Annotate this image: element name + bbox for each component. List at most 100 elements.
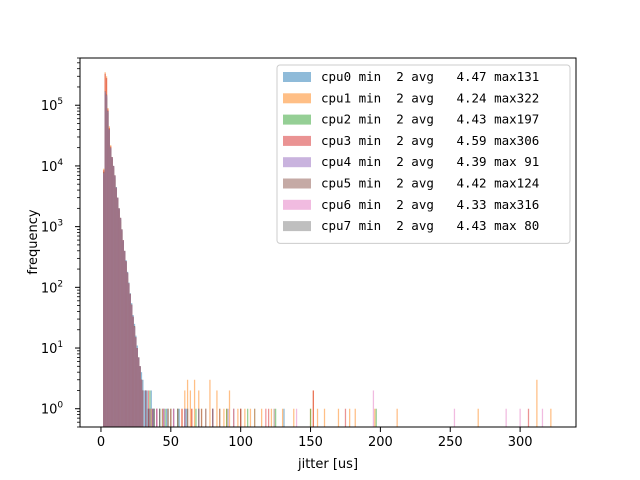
bar (527, 408, 530, 427)
bar (145, 390, 147, 427)
bar (536, 379, 538, 427)
series-cpu7 (103, 91, 214, 428)
bar (139, 366, 141, 427)
bar (354, 408, 356, 427)
bar (133, 326, 136, 427)
x-tick-label: 250 (438, 435, 463, 450)
bar (128, 283, 130, 427)
bar (184, 390, 186, 427)
bar (111, 157, 113, 427)
bar (283, 408, 285, 427)
legend-swatch (283, 221, 311, 232)
x-tick-label: 100 (228, 435, 253, 450)
bar (244, 408, 246, 427)
bar (195, 408, 197, 427)
bar (146, 390, 148, 427)
bar (108, 129, 110, 427)
bar (316, 408, 319, 427)
bar (177, 408, 179, 427)
bar (254, 408, 256, 427)
bar (312, 390, 314, 427)
y-tick-label: 104 (41, 158, 64, 175)
bar (126, 272, 129, 427)
bar (178, 408, 180, 427)
bar (193, 379, 196, 427)
legend-frame (276, 64, 571, 244)
bar (186, 408, 189, 427)
bar (249, 408, 252, 427)
bar (149, 390, 151, 427)
legend-entry: cpu6 min 2 avg 4.33 max316 (321, 197, 539, 212)
bar (118, 208, 120, 427)
bar (550, 408, 552, 427)
legend-entry: cpu0 min 2 avg 4.47 max131 (321, 69, 539, 84)
bar (107, 111, 109, 428)
y-axis-ticks: 100 101 102 103 104 105 (41, 57, 80, 428)
bar (477, 408, 479, 427)
bar (237, 408, 239, 427)
bar (200, 408, 203, 427)
bar (147, 408, 150, 427)
bar (114, 175, 116, 427)
bar (184, 408, 186, 427)
bar (372, 390, 375, 427)
bar (273, 408, 275, 427)
bar (541, 408, 544, 427)
bar (247, 408, 249, 427)
bar (349, 408, 351, 427)
bar (374, 408, 376, 427)
bar (261, 408, 263, 427)
bar (198, 390, 200, 427)
legend-swatch (283, 157, 311, 168)
bars-layer (103, 72, 552, 428)
legend-swatch (283, 93, 311, 104)
bar (185, 408, 187, 427)
legend-swatch (283, 178, 311, 189)
x-axis-label: jitter [us] (297, 457, 358, 472)
legend-swatch (283, 114, 311, 125)
bar (375, 408, 377, 427)
bar (112, 165, 115, 427)
x-tick-label: 150 (298, 435, 323, 450)
bar (219, 408, 221, 427)
bar (198, 408, 200, 427)
x-tick-label: 200 (368, 435, 393, 450)
bar (226, 408, 228, 427)
bar (147, 390, 150, 427)
bar (159, 408, 161, 427)
bar (267, 408, 270, 427)
bar (166, 408, 168, 427)
bar (105, 94, 108, 428)
bar (161, 408, 164, 427)
bar (153, 408, 155, 427)
bar (212, 408, 214, 427)
bar (138, 357, 140, 427)
bar (163, 408, 165, 427)
legend-entry: cpu5 min 2 avg 4.42 max124 (321, 176, 539, 191)
bar (149, 408, 151, 427)
legend-swatch (283, 199, 311, 210)
bar (156, 408, 158, 427)
legend-entry: cpu1 min 2 avg 4.24 max322 (321, 90, 539, 105)
bar (150, 390, 152, 427)
bar (104, 91, 106, 427)
bar (295, 408, 298, 427)
bar (122, 240, 124, 427)
bar (125, 261, 127, 427)
bar (132, 316, 134, 427)
bar (135, 337, 137, 427)
legend-entry: cpu4 min 2 avg 4.39 max 91 (321, 154, 539, 169)
bar (228, 390, 231, 427)
y-tick-label: 105 (41, 97, 63, 114)
bar (115, 187, 117, 427)
bar (240, 408, 242, 427)
legend-entry: cpu7 min 2 avg 4.43 max 80 (321, 218, 539, 233)
bar (119, 218, 122, 427)
bar (344, 408, 347, 427)
bar (453, 408, 456, 427)
bar (172, 408, 175, 427)
bar (150, 408, 152, 427)
legend-swatch (283, 72, 311, 82)
bar (505, 408, 507, 427)
